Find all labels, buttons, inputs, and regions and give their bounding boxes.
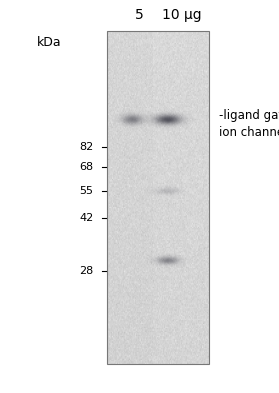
Text: 42: 42 — [79, 213, 93, 223]
Text: 82: 82 — [79, 142, 93, 152]
Text: kDa: kDa — [37, 36, 61, 49]
Text: 5: 5 — [135, 7, 144, 22]
Text: 55: 55 — [80, 185, 93, 196]
Text: 68: 68 — [79, 162, 93, 172]
Text: 10 μg: 10 μg — [162, 7, 201, 22]
Text: -ligand gated
ion channel 1.3: -ligand gated ion channel 1.3 — [219, 109, 279, 139]
Bar — [107, 31, 209, 364]
Text: 28: 28 — [79, 266, 93, 276]
